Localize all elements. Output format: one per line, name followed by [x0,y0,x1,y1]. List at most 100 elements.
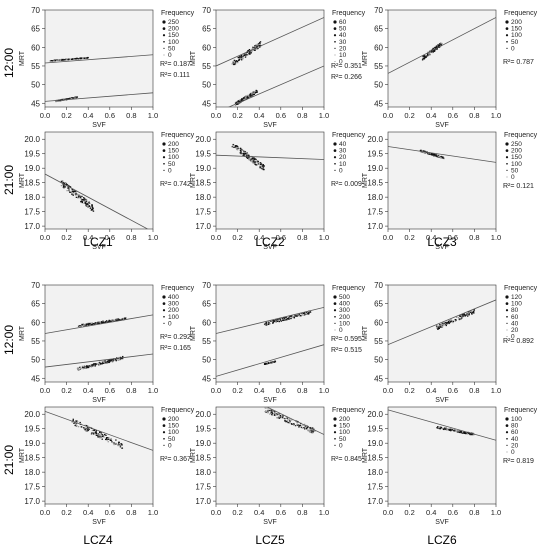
data-point [458,431,461,433]
data-point [267,323,270,325]
data-point [277,319,280,321]
y-tick-label: 70 [374,281,383,290]
legend-title: Frequency [161,285,195,292]
data-point [122,355,124,358]
data-point [259,162,262,164]
data-point [473,309,476,311]
data-point [240,59,243,61]
x-tick-label: 0.8 [297,233,307,242]
legend-marker [506,315,508,318]
data-point [113,442,115,444]
data-point [297,424,300,426]
data-point [438,155,440,158]
data-point [62,98,64,101]
data-point [305,313,307,315]
data-point [460,432,463,434]
data-point [101,434,103,436]
data-point [85,200,88,202]
data-point [251,47,254,50]
data-point [239,55,241,57]
data-point [289,315,291,317]
data-point [459,315,462,317]
data-point [121,357,124,359]
data-point [86,426,89,428]
data-point [101,435,103,438]
data-point [86,323,88,325]
data-point [93,363,95,365]
x-tick-label: 0.0 [383,508,393,517]
data-point [282,415,284,417]
data-point [68,188,70,190]
data-point [449,429,451,431]
data-point [62,186,64,189]
data-point [263,323,266,325]
legend-marker [505,309,509,312]
y-tick-label: 19.5 [195,150,211,159]
legend-marker [505,302,509,305]
data-point [71,190,74,193]
x-tick-label: 0.0 [40,233,50,242]
x-tick-label: 0.2 [232,386,242,395]
data-point [89,322,92,324]
data-point [232,145,234,147]
y-tick-label: 60 [31,43,40,52]
data-point [308,312,310,314]
data-point [65,59,68,61]
data-point [243,154,246,156]
data-point [460,430,462,432]
legend-label: 200 [168,307,179,314]
data-point [256,162,259,164]
data-point [280,317,283,320]
y-tick-label: 19.5 [367,150,383,159]
data-point [287,318,290,320]
x-tick-label: 0.6 [276,111,286,120]
data-point [239,148,242,150]
legend-marker [506,444,508,446]
x-tick-label: 0.6 [276,233,286,242]
data-point [423,58,426,60]
legend-marker [334,61,336,62]
data-point [433,50,436,52]
x-tick-label: 0.4 [83,508,93,517]
data-point [89,323,91,325]
data-point [304,428,306,430]
x-tick-label: 0.4 [254,386,264,395]
data-point [436,45,439,47]
data-point [432,48,434,50]
data-point [91,205,93,207]
panel-lcz3-21: 17.0 17.5 18.0 18.5 19.0 19.5 20.0 0.0 0.2 0.4 0.6… [362,131,538,251]
data-point [73,422,75,424]
data-point [252,162,254,164]
y-axis-label: MRT [190,50,197,66]
data-point [271,412,273,414]
data-point [247,94,250,97]
data-point [67,187,69,189]
data-point [467,314,469,316]
data-point [421,59,424,61]
legend-title: Frequency [161,407,195,414]
legend-marker [333,27,337,30]
data-point [248,159,250,161]
data-point [80,197,83,199]
data-point [432,47,434,50]
data-point [244,54,246,57]
data-point [454,320,456,322]
data-point [233,61,236,63]
r2-label: R²= 0.266 [331,74,362,81]
data-point [71,189,73,191]
data-point [104,362,107,364]
data-point [89,207,92,209]
data-point [254,158,256,160]
y-tick-label: 20.0 [24,135,40,144]
x-axis-label: SVF [92,397,106,404]
data-point [449,320,451,322]
y-axis-label: MRT [362,172,369,188]
y-tick-label: 70 [202,281,211,290]
data-point [455,319,457,321]
data-point [469,433,471,435]
data-point [243,97,245,99]
data-point [290,423,293,425]
data-point [467,433,469,435]
data-point [441,326,443,328]
